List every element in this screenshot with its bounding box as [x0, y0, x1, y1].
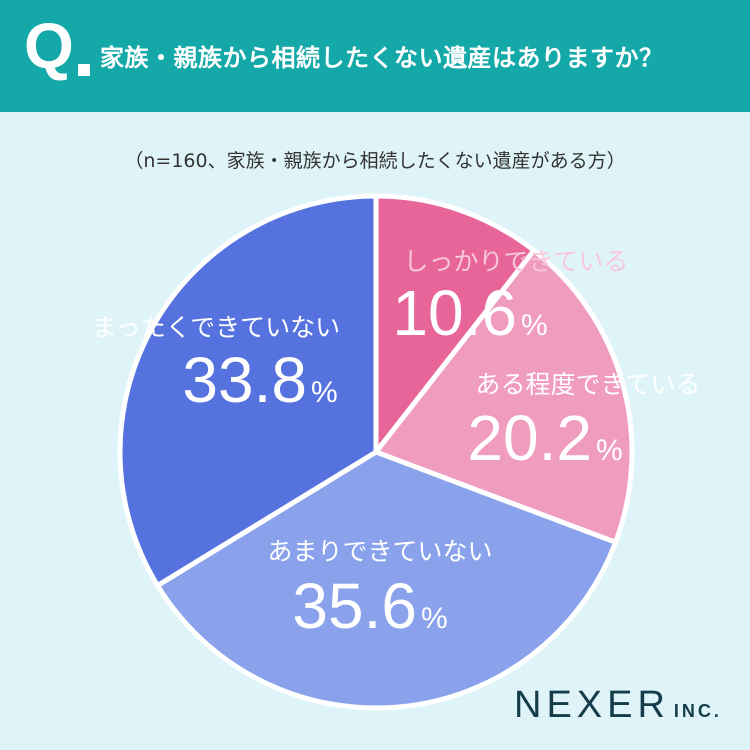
slice-label-3: あまりできていない [267, 537, 492, 566]
slice-label-4: まったくできていない [92, 313, 340, 342]
slice-label-1: しっかりできている [403, 247, 628, 276]
slice-value-3: 35.6% [292, 570, 447, 642]
slice-label-2: ある程度できている [475, 370, 700, 399]
q-mark: Q [24, 10, 74, 82]
pie-slice-4 [117, 193, 379, 589]
pie-slice-2 [373, 248, 635, 545]
slice-value-1: 10.6% [392, 277, 547, 349]
question-header: Q 家族・親族から相続したくない遺産はありますか？ [0, 0, 750, 112]
slice-value-4: 33.8% [182, 344, 337, 416]
q-dot [78, 64, 90, 76]
slice-value-2: 20.2% [467, 402, 622, 474]
question-text: 家族・親族から相続したくない遺産はありますか？ [100, 44, 664, 72]
chart-subtitle: （n=160、家族・親族から相続したくない遺産がある方） [124, 150, 626, 172]
brand-suffix: INC. [673, 701, 722, 721]
nexer-logo: NEXER INC. [514, 684, 722, 727]
pie-slice-1 [373, 193, 537, 455]
brand-name: NEXER [514, 684, 670, 726]
